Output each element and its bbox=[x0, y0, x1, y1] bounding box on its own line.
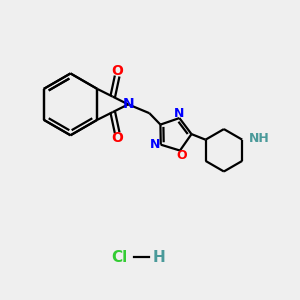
Text: O: O bbox=[176, 149, 187, 162]
Text: O: O bbox=[111, 64, 123, 78]
Text: Cl: Cl bbox=[112, 250, 128, 265]
Text: NH: NH bbox=[249, 132, 269, 145]
Text: O: O bbox=[111, 131, 123, 145]
Text: N: N bbox=[122, 98, 134, 111]
Text: H: H bbox=[153, 250, 166, 265]
Text: N: N bbox=[150, 138, 160, 151]
Text: N: N bbox=[174, 106, 184, 120]
